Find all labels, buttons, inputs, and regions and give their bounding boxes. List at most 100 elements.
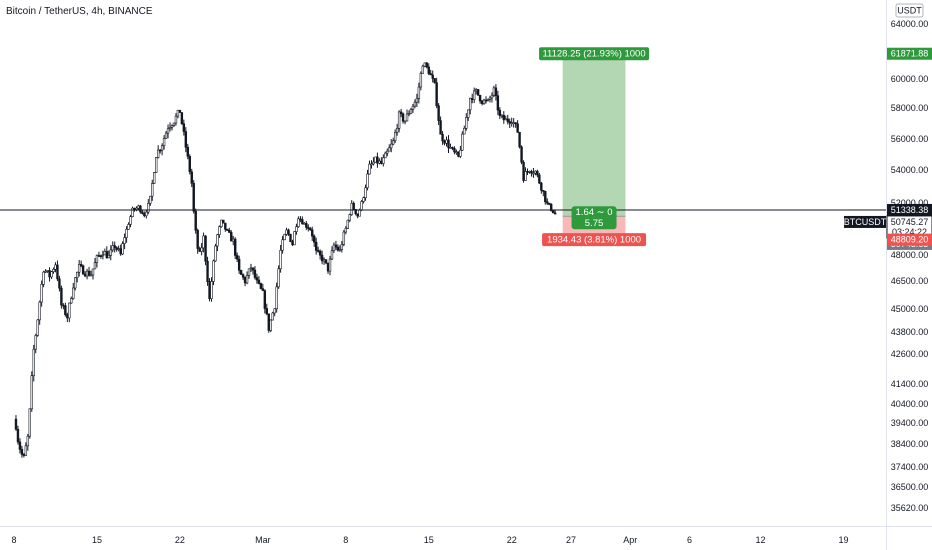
candle	[366, 169, 369, 191]
candle	[115, 246, 118, 252]
candle	[222, 219, 225, 224]
candle	[77, 259, 81, 277]
candle	[36, 319, 39, 337]
price-tick-label: 54000.00	[891, 165, 929, 175]
price-tick-label: 46500.00	[891, 276, 929, 286]
candle	[81, 264, 85, 275]
candle	[220, 219, 223, 228]
candle	[520, 145, 523, 165]
candle	[74, 277, 77, 291]
profit-label[interactable]: 11128.25 (21.93%) 1000	[539, 47, 650, 61]
currency-badge[interactable]: USDT	[895, 3, 924, 18]
candle	[405, 109, 409, 122]
candle	[83, 271, 87, 278]
candle	[68, 302, 71, 323]
candle	[364, 184, 367, 201]
symbol-label: BTCUSDT	[844, 217, 887, 227]
candle	[151, 179, 154, 201]
loss-label[interactable]: 1934.43 (3.81%) 1000	[542, 233, 647, 247]
candle	[299, 215, 302, 223]
candle	[474, 88, 478, 95]
candle	[164, 130, 168, 139]
candle	[437, 103, 440, 126]
candle	[147, 198, 150, 215]
candle	[490, 92, 494, 103]
candle	[526, 168, 529, 175]
candle	[362, 196, 365, 204]
candle	[338, 245, 342, 252]
candle	[551, 210, 555, 214]
candle	[99, 254, 103, 259]
candle	[170, 124, 174, 131]
candle	[370, 160, 373, 169]
candle	[208, 278, 211, 302]
candle	[455, 149, 458, 155]
bar-countdown: 03:24:22	[892, 227, 927, 237]
candle	[109, 245, 112, 261]
candle	[46, 270, 49, 273]
candle	[210, 277, 213, 302]
candle	[399, 108, 403, 118]
candle	[287, 228, 290, 236]
candle	[123, 233, 126, 250]
candle	[388, 144, 391, 152]
candle	[382, 154, 385, 167]
candle	[273, 308, 276, 317]
candle	[212, 259, 215, 286]
candle	[417, 82, 421, 104]
candle	[403, 120, 407, 125]
time-tick-label: 15	[424, 535, 434, 545]
time-axis[interactable]: 8 15 22 Mar 8 15 22 27 Apr 6 12 19	[11, 535, 848, 545]
candle	[214, 243, 217, 262]
candle	[178, 109, 182, 113]
candle	[459, 145, 462, 159]
candle	[38, 300, 41, 325]
price-tick-label: 39400.00	[891, 418, 929, 428]
candle	[548, 202, 551, 206]
candle	[226, 228, 229, 232]
candle	[447, 135, 450, 154]
candle	[443, 139, 446, 146]
candle	[263, 289, 267, 314]
candle	[156, 145, 160, 159]
candle	[62, 303, 65, 310]
price-tick-label: 42600.00	[891, 349, 929, 359]
time-tick-label: Apr	[623, 535, 637, 545]
candle	[536, 169, 539, 178]
candle	[445, 136, 448, 147]
candle	[524, 167, 527, 181]
candle	[465, 113, 468, 131]
candle	[265, 303, 268, 316]
profit-zone[interactable]	[562, 53, 626, 217]
candle	[97, 251, 101, 257]
risk-reward-label[interactable]: 1.64 ∼ 0 5.75	[571, 206, 617, 230]
candle	[546, 198, 549, 206]
candle	[514, 122, 517, 128]
candle	[66, 312, 69, 323]
candle	[342, 230, 346, 247]
candle	[125, 226, 128, 243]
price-axis[interactable]: 64000.0062000.0060000.0058000.0056000.00…	[891, 19, 929, 513]
candle	[20, 445, 24, 458]
price-tick-label: 45000.00	[891, 304, 929, 314]
candle	[253, 266, 257, 280]
candle	[192, 180, 195, 214]
candle	[352, 201, 355, 210]
current-price-value: 50745.27	[891, 217, 929, 227]
candle	[532, 168, 535, 178]
candle	[303, 221, 306, 225]
candle	[72, 282, 75, 300]
candle	[289, 233, 292, 243]
candle	[64, 302, 67, 317]
candle	[395, 123, 399, 136]
candle	[530, 169, 533, 177]
candle	[40, 280, 43, 307]
price-tick-label: 35620.00	[891, 503, 929, 513]
candle	[494, 84, 498, 101]
candle	[172, 122, 176, 127]
candle	[544, 190, 547, 205]
candle	[22, 453, 26, 458]
candle	[70, 296, 73, 304]
candle	[56, 260, 59, 282]
